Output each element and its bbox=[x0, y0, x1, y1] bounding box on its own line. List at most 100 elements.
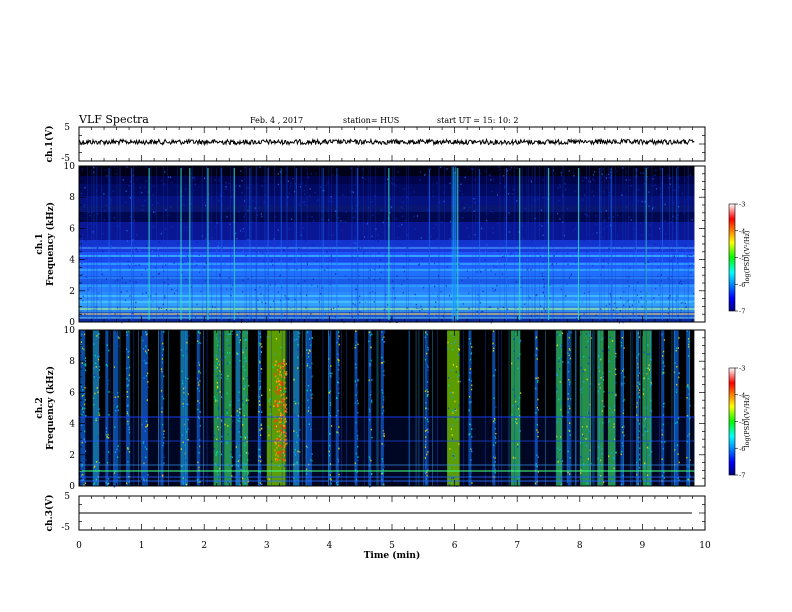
spectrogram-speckle bbox=[608, 191, 610, 194]
spectrogram-speckle bbox=[80, 474, 83, 477]
spectrogram-speckle bbox=[591, 191, 593, 193]
spectrogram-speckle bbox=[81, 362, 83, 364]
spectrogram-speckle bbox=[622, 370, 624, 372]
spectrogram-speckle bbox=[383, 370, 385, 372]
spectrogram-speckle bbox=[685, 256, 687, 258]
spectrogram-speckle bbox=[219, 391, 221, 393]
spectrogram-speckle bbox=[84, 441, 87, 443]
spectrogram-speckle bbox=[241, 180, 243, 182]
spectrogram-speckle bbox=[282, 422, 284, 424]
spectrogram-speckle bbox=[356, 430, 358, 432]
spectrogram-speckle bbox=[236, 352, 238, 354]
spectrogram-speckle bbox=[380, 362, 383, 364]
spectrogram-speckle bbox=[542, 292, 544, 294]
spectrogram-speckle bbox=[245, 402, 248, 404]
spectrogram-speckle bbox=[369, 481, 371, 483]
spectrogram-speckle bbox=[519, 353, 521, 355]
spectrogram-speckle bbox=[268, 400, 270, 403]
spectrogram-speckle bbox=[226, 351, 229, 354]
spectrogram-speckle bbox=[462, 303, 464, 305]
spectrogram-speckle bbox=[219, 467, 221, 470]
spectrogram-speckle bbox=[495, 432, 497, 435]
spectrogram-speckle bbox=[636, 414, 638, 416]
spectrogram-speckle bbox=[630, 184, 632, 187]
spectrogram-speckle bbox=[688, 340, 690, 343]
spectrogram-speckle bbox=[458, 374, 460, 377]
spectrogram-speckle bbox=[164, 184, 166, 187]
spectrogram-speckle bbox=[403, 266, 405, 268]
spectrogram-speckle bbox=[268, 311, 270, 313]
spectrogram-speckle bbox=[454, 239, 456, 242]
spectrogram-speckle bbox=[192, 176, 194, 179]
spectrogram-speckle bbox=[369, 425, 371, 428]
spectrogram-speckle bbox=[458, 349, 461, 351]
spectrogram-speckle bbox=[292, 177, 294, 180]
spectrogram-speckle bbox=[216, 278, 218, 281]
spectrogram-speckle bbox=[643, 377, 645, 379]
spectrogram-speckle bbox=[127, 253, 129, 256]
spectrogram-speckle bbox=[338, 387, 340, 390]
spectrogram-speckle bbox=[647, 443, 649, 446]
spectrogram-speckle bbox=[470, 393, 472, 395]
spectrogram-speckle bbox=[119, 261, 121, 263]
spectrogram-speckle bbox=[677, 217, 679, 220]
spectrogram-speckle bbox=[329, 358, 331, 361]
spectrogram-speckle bbox=[439, 231, 441, 233]
spectrogram-speckle bbox=[288, 192, 290, 195]
spectrogram-speckle bbox=[126, 331, 128, 334]
spectrogram-speckle bbox=[545, 197, 547, 199]
spectrogram-burst bbox=[380, 330, 384, 486]
spectrogram-hotspot bbox=[284, 431, 286, 434]
spectrogram-speckle bbox=[107, 330, 109, 332]
spectrogram-speckle bbox=[686, 397, 688, 399]
spectrogram-speckle bbox=[95, 461, 98, 463]
spectrogram-speckle bbox=[387, 239, 389, 242]
spectrogram-speckle bbox=[621, 483, 623, 486]
spectrogram-speckle bbox=[494, 344, 496, 346]
spectrogram-speckle bbox=[307, 382, 309, 384]
spectrogram-speckle bbox=[419, 310, 421, 312]
spectrogram-speckle bbox=[196, 264, 198, 266]
spectrogram-speckle bbox=[129, 180, 132, 183]
spectrogram-speckle bbox=[126, 412, 129, 415]
spectrogram-speckle bbox=[381, 398, 384, 401]
spectrogram-speckle bbox=[615, 373, 617, 376]
spectrogram-speckle bbox=[145, 180, 147, 182]
spectrogram-speckle bbox=[187, 418, 189, 421]
spectrogram-speckle bbox=[626, 301, 628, 303]
spectrogram-speckle bbox=[357, 343, 359, 346]
spectrogram-speckle bbox=[157, 202, 159, 204]
spectrogram-speckle bbox=[263, 295, 265, 297]
spectrogram-speckle bbox=[283, 358, 285, 361]
spectrogram-speckle bbox=[426, 389, 428, 391]
spectrogram-speckle bbox=[492, 227, 494, 229]
spectrogram-speckle bbox=[329, 404, 332, 406]
spectrogram-speckle bbox=[399, 211, 401, 213]
spectrogram-speckle bbox=[368, 331, 370, 334]
spectrogram-speckle bbox=[81, 274, 83, 276]
spectrogram-speckle bbox=[659, 284, 661, 287]
spectrogram-speckle bbox=[338, 364, 340, 366]
spectrogram-speckle bbox=[647, 261, 649, 263]
spectrogram-speckle bbox=[612, 314, 614, 316]
spectrogram-speckle bbox=[567, 393, 569, 395]
spectrogram-speckle bbox=[217, 426, 219, 428]
spectrogram-speckle bbox=[371, 401, 373, 403]
spectrogram-speckle bbox=[239, 408, 241, 410]
spectrogram-hotspot bbox=[282, 384, 285, 386]
spectrogram-speckle bbox=[535, 432, 537, 434]
spectrogram-hotspot bbox=[277, 399, 279, 402]
spectrogram-speckle bbox=[342, 315, 344, 317]
spectrogram-speckle bbox=[574, 191, 577, 193]
spectrogram-speckle bbox=[228, 182, 230, 185]
spectrogram-speckle bbox=[126, 229, 128, 232]
spectrogram-speckle bbox=[516, 405, 519, 408]
spectrogram-speckle bbox=[368, 340, 370, 343]
spectrogram-speckle bbox=[541, 225, 543, 227]
spectrogram-speckle bbox=[330, 425, 333, 427]
spectrogram-hotspot bbox=[274, 449, 276, 452]
spectrogram-speckle bbox=[217, 416, 219, 419]
spectrogram-speckle bbox=[197, 474, 199, 477]
spectrogram-speckle bbox=[468, 409, 470, 411]
spectrogram-speckle bbox=[686, 385, 688, 388]
